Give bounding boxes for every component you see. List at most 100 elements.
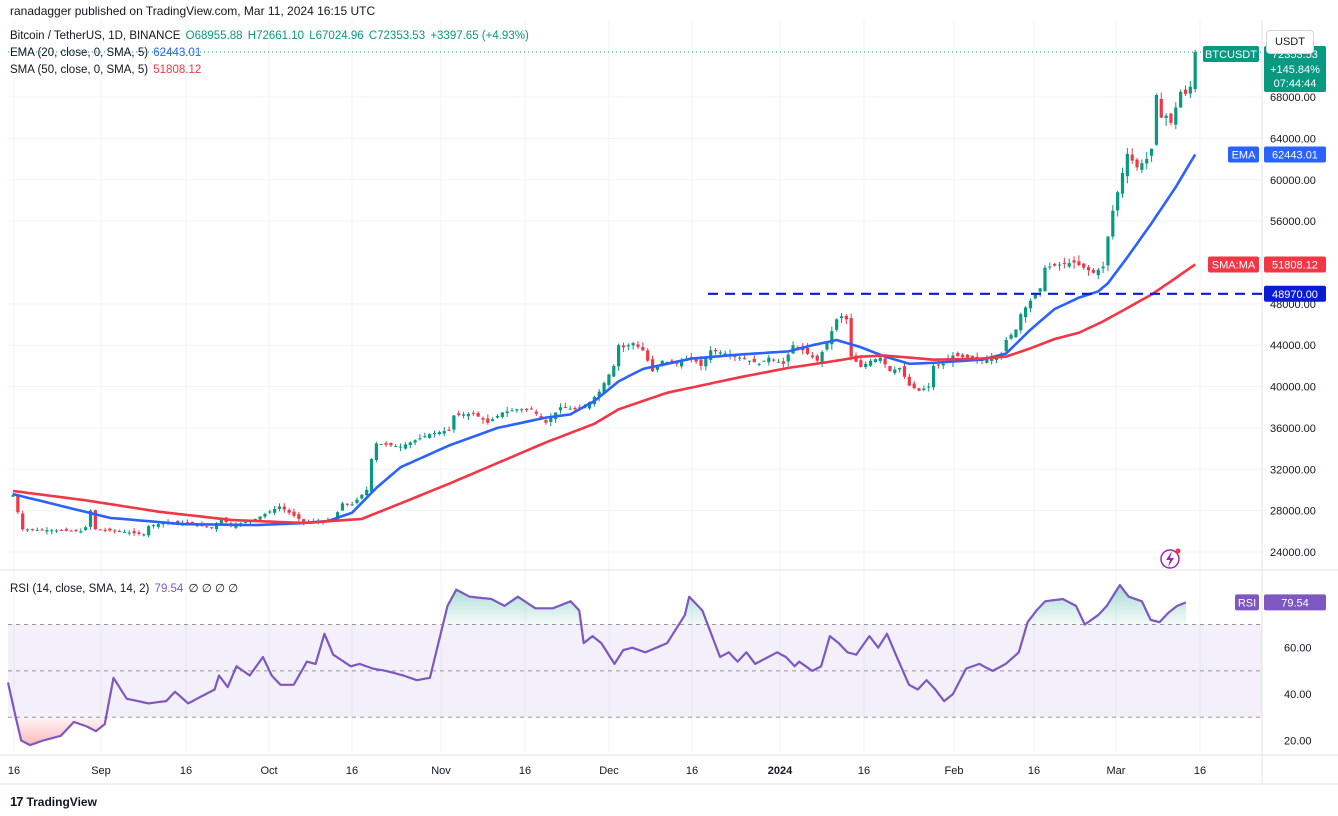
candle-body: [815, 355, 819, 361]
rsi-oversold-fill: [8, 717, 1186, 746]
candle-body: [902, 366, 907, 377]
candle-body: [1053, 263, 1057, 266]
candle-body: [655, 365, 659, 370]
candle-body: [282, 506, 286, 510]
date-tick-label: 16: [686, 765, 698, 777]
candle-body: [573, 408, 577, 410]
candle-body: [500, 412, 504, 418]
candle-body: [59, 529, 64, 531]
rsi-legend-label: RSI (14, close, SMA, 14, 2): [10, 583, 150, 595]
candle-body: [1154, 94, 1159, 145]
candle-body: [1116, 192, 1120, 211]
symbol-name[interactable]: Bitcoin / TetherUS, 1D, BINANCE: [10, 30, 181, 42]
candle-body: [781, 361, 785, 364]
candle-body: [835, 319, 839, 330]
candle-body: [941, 363, 945, 366]
candle-body: [907, 376, 911, 386]
level-axis-value: 48970.00: [1272, 289, 1318, 301]
price-tick-label: 36000.00: [1270, 423, 1316, 435]
candle-body: [772, 359, 776, 361]
candle-body: [93, 510, 97, 530]
candle-body: [1106, 236, 1110, 266]
candle-body: [888, 365, 892, 372]
candle-body: [205, 526, 209, 528]
btcusdt-tag-bg: [1203, 46, 1259, 62]
candle-body: [74, 530, 78, 532]
date-tick-label: Sep: [91, 765, 111, 777]
candle-body: [287, 509, 291, 513]
ema-axis-tag-bg: [1228, 146, 1259, 163]
candle-body: [825, 343, 829, 350]
ohlc-high: H72661.10: [247, 30, 305, 42]
sma-legend[interactable]: SMA (50, close, 0, SMA, 5) 51808.12: [10, 64, 203, 76]
candle-body: [718, 352, 722, 354]
candle-body: [1004, 340, 1008, 352]
candle-body: [713, 349, 718, 352]
candle-body: [379, 444, 383, 446]
candle-body: [273, 508, 277, 513]
candle-body: [268, 511, 272, 513]
candle-body: [520, 409, 524, 411]
rsi-line[interactable]: [6, 584, 1187, 747]
candle-body: [723, 353, 727, 355]
candle-body: [1135, 159, 1139, 168]
btcusdt-tag: BTCUSDT: [1205, 49, 1257, 61]
rsi-axis-tag-bg: [1235, 594, 1259, 611]
date-tick-label: 16: [8, 765, 20, 777]
candle-body: [108, 528, 112, 531]
candle-body: [510, 410, 514, 412]
sma-legend-value: 51808.12: [153, 64, 202, 76]
footer-brand[interactable]: 17 TradingView: [10, 794, 97, 809]
candle-body: [461, 414, 466, 416]
candle-body: [297, 514, 301, 519]
date-tick-label: Oct: [260, 765, 277, 777]
candle-body: [641, 346, 645, 351]
currency-button[interactable]: USDT: [1266, 30, 1314, 54]
candle-body: [864, 363, 868, 368]
ema-axis-value: 62443.01: [1272, 149, 1318, 161]
sma-line[interactable]: [12, 263, 1196, 525]
candle-body: [1120, 173, 1125, 194]
candle-body: [617, 345, 621, 367]
candle-body: [399, 446, 403, 448]
candle-body: [1091, 269, 1096, 273]
candle-body: [457, 413, 461, 415]
candle-body: [16, 496, 20, 513]
candle-body: [1019, 314, 1023, 331]
candle-body: [738, 357, 742, 359]
candle-body: [961, 354, 965, 357]
candle-body: [350, 504, 354, 506]
ema-line[interactable]: [12, 153, 1197, 527]
candle-body: [767, 357, 771, 363]
publish-info: ranadagger published on TradingView.com,…: [10, 4, 376, 18]
candle-body: [195, 525, 199, 527]
candle-body: [936, 364, 940, 366]
candle-body: [437, 432, 441, 435]
candle-body: [650, 359, 655, 372]
candle-body: [234, 524, 238, 528]
bolt-glyph-icon: [1166, 551, 1174, 567]
ema-legend[interactable]: EMA (20, close, 0, SMA, 5) 62443.01: [10, 47, 203, 59]
candle-body: [839, 316, 844, 319]
price-tick-label: 56000.00: [1270, 216, 1316, 228]
candle-body: [970, 356, 974, 359]
alert-bolt-icon[interactable]: [1160, 549, 1180, 569]
candle-body: [786, 354, 790, 362]
candle-body: [214, 523, 219, 530]
candle-body: [1193, 52, 1197, 90]
rsi-legend[interactable]: RSI (14, close, SMA, 14, 2) 79.54 ∅ ∅ ∅ …: [10, 581, 240, 595]
candle-body: [413, 440, 417, 443]
candle-body: [1130, 154, 1134, 161]
price-tick-label: 48000.00: [1270, 299, 1316, 311]
level-axis-value-bg: [1264, 285, 1326, 302]
candle-body: [137, 532, 141, 534]
candle-body: [408, 442, 412, 446]
candle-body: [122, 531, 127, 533]
sma-axis-tag: SMA:MA: [1212, 259, 1256, 271]
candle-body: [64, 529, 68, 531]
candle-body: [452, 415, 456, 430]
candle-body: [45, 530, 49, 532]
candle-body: [476, 412, 480, 417]
candle-body: [21, 513, 25, 530]
